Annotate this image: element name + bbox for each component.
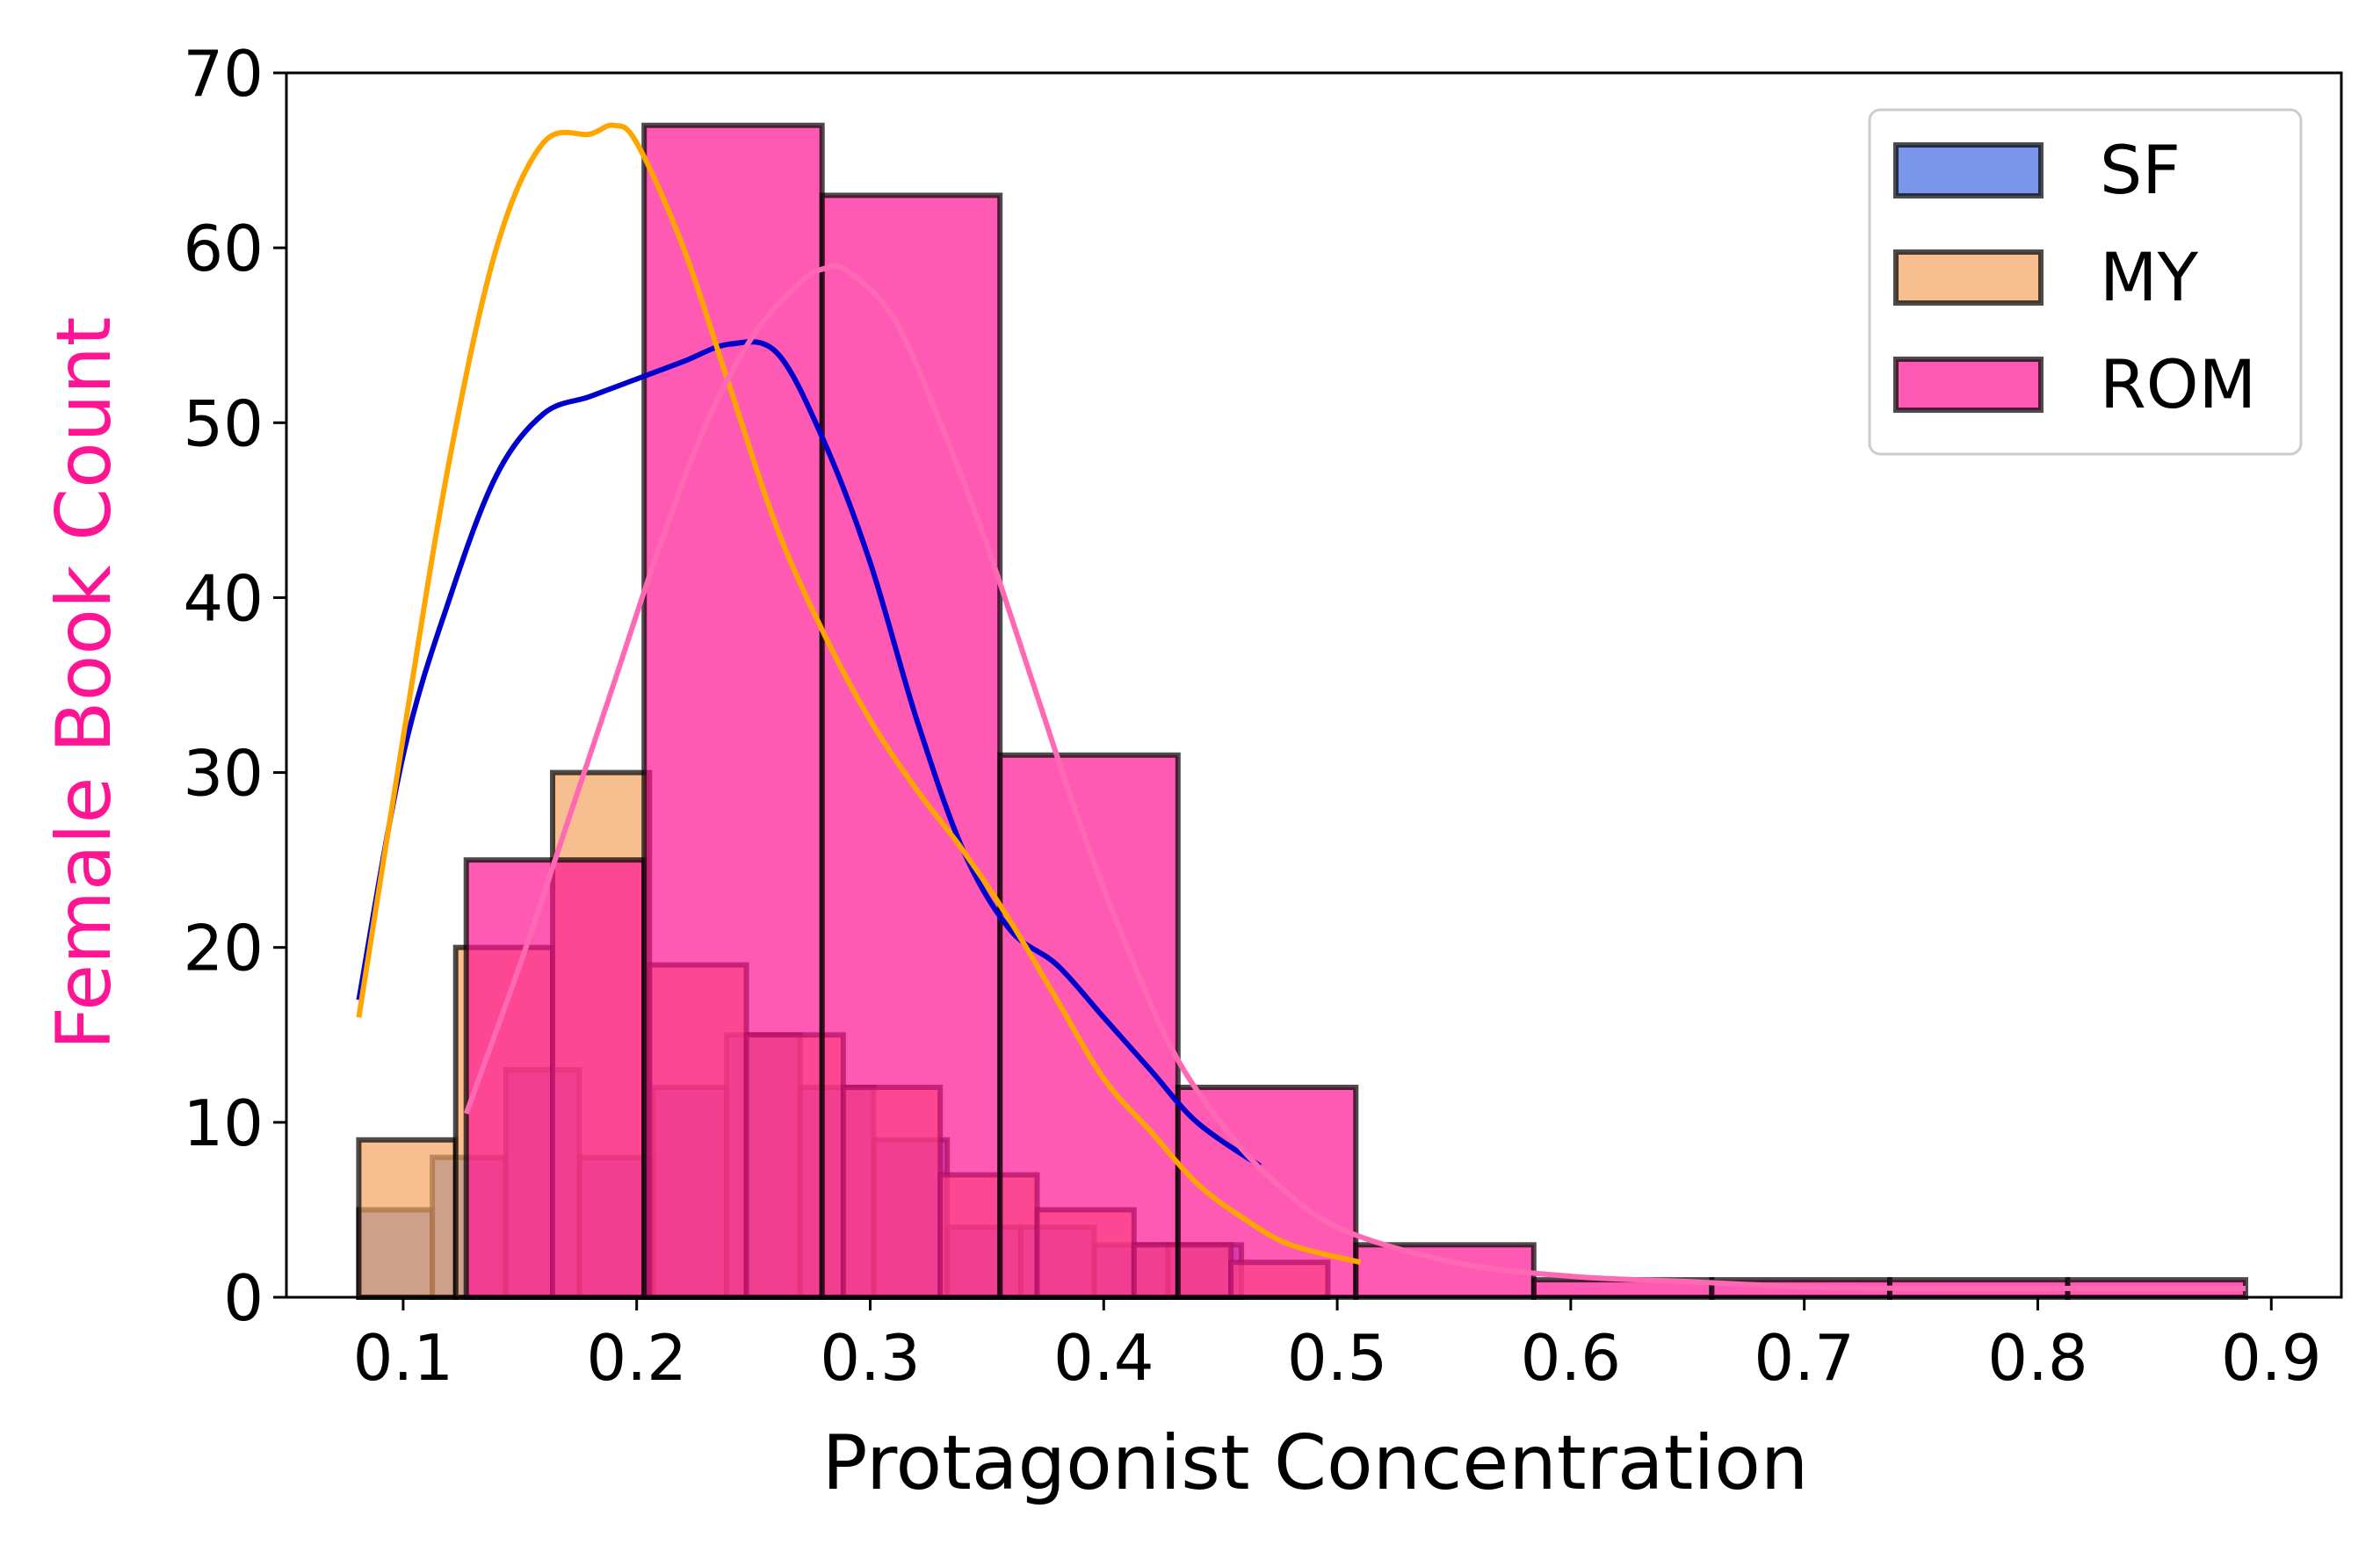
legend-item-rom: ROM [1893, 345, 2256, 423]
x-tick-label: 0.5 [1287, 1321, 1388, 1395]
legend-label-sf: SF [2100, 131, 2181, 209]
plot-frame [285, 71, 2343, 1299]
kde-line-sf [356, 339, 1262, 1169]
y-tick-label: 0 [223, 1261, 264, 1335]
y-tick-label: 70 [183, 37, 264, 111]
kde-line-rom [463, 263, 2246, 1292]
y-tick-label: 10 [183, 1086, 264, 1160]
y-tick-label: 30 [183, 737, 264, 811]
x-tick-label: 0.8 [1987, 1321, 2088, 1395]
bar-rom-1 [641, 122, 825, 1301]
legend-swatch-sf [1893, 142, 2044, 198]
y-axis-label: Female Book Count [40, 316, 128, 1050]
y-tick-label: 40 [183, 561, 264, 635]
y-tick-label: 50 [183, 386, 264, 460]
legend: SF MY ROM [1868, 108, 2303, 456]
y-tick-label: 20 [183, 912, 264, 985]
legend-item-sf: SF [1893, 131, 2181, 209]
y-tick-label: 60 [183, 212, 264, 285]
axes: 0.1 0.2 0.3 0.4 0.5 0.6 0.7 0.8 0.9 0 10 20 30 40 50 60… [183, 37, 2343, 1395]
x-tick-label: 0.3 [820, 1321, 921, 1395]
legend-label-my: MY [2100, 238, 2199, 316]
kde-line-my [356, 122, 1362, 1266]
x-tick-label: 0.6 [1521, 1321, 1622, 1395]
x-tick-label: 0.1 [353, 1321, 454, 1395]
x-tick-label: 0.4 [1053, 1321, 1154, 1395]
legend-item-my: MY [1893, 238, 2199, 316]
x-tick-label: 0.7 [1754, 1321, 1855, 1395]
bar-rom-3 [997, 752, 1181, 1300]
legend-swatch-rom [1893, 357, 2044, 413]
x-axis-label: Protagonist Concentration [822, 1419, 1809, 1507]
bar-rom-2 [819, 192, 1003, 1300]
bar-rom-0 [463, 857, 647, 1300]
bar-my-0 [356, 1137, 459, 1301]
legend-swatch-my [1893, 249, 2044, 306]
legend-label-rom: ROM [2100, 345, 2256, 423]
x-tick-label: 0.9 [2221, 1321, 2322, 1395]
x-tick-label: 0.2 [586, 1321, 687, 1395]
kde-curves [356, 122, 2246, 1292]
